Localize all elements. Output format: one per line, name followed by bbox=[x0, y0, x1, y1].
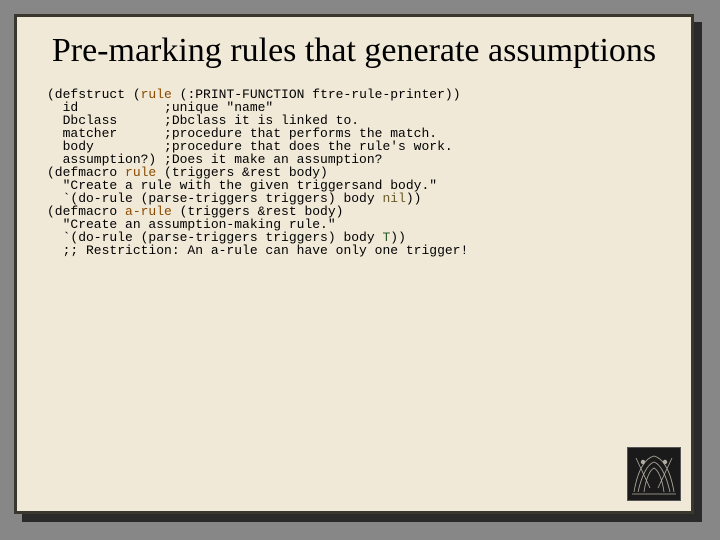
slide: Pre-marking rules that generate assumpti… bbox=[14, 14, 694, 514]
keyword-nil: nil bbox=[382, 191, 405, 206]
code-line: ;; Restriction: An a-rule can have only … bbox=[47, 243, 468, 258]
code-block: (defstruct (rule (:PRINT-FUNCTION ftre-r… bbox=[47, 88, 661, 257]
corner-logo-icon bbox=[627, 447, 681, 501]
slide-container: Pre-marking rules that generate assumpti… bbox=[0, 0, 720, 540]
slide-title: Pre-marking rules that generate assumpti… bbox=[47, 31, 661, 70]
code-line: )) bbox=[406, 191, 422, 206]
